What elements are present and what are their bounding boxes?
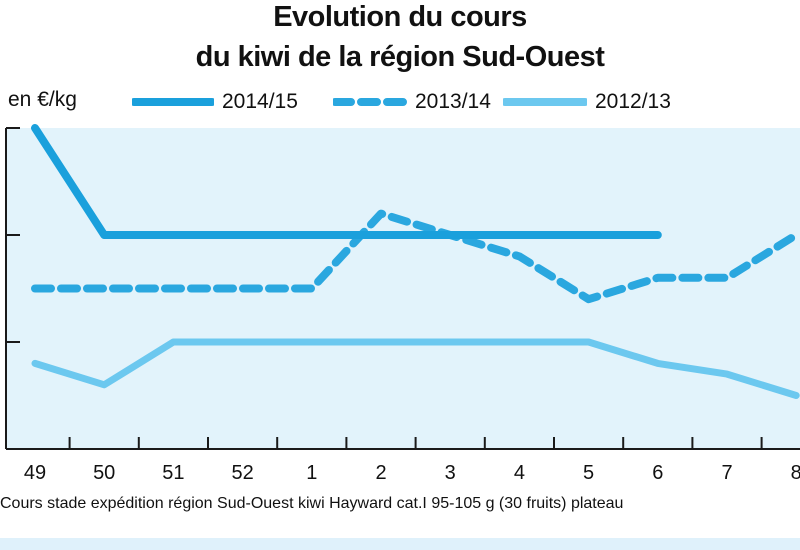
legend-swatch-2014-15	[132, 98, 214, 106]
x-tick-label: 6	[652, 462, 663, 484]
legend-label-2012-13: 2012/13	[595, 90, 671, 113]
legend-item-2012-13: 2012/13	[503, 88, 671, 116]
legend-label-2013-14: 2013/14	[415, 90, 491, 113]
x-tick-label: 3	[445, 462, 456, 484]
x-tick-label: 8	[791, 462, 800, 484]
x-tick-label: 49	[24, 462, 46, 484]
series-line-2012-13	[31, 338, 800, 399]
x-tick-label: 51	[162, 462, 184, 484]
series-line-2014-15	[31, 124, 662, 239]
series-line-2013-14	[31, 209, 800, 304]
footer-band	[0, 538, 800, 550]
x-tick-label: 52	[231, 462, 253, 484]
line-chart: 49 50 51 52 1 2 3 4 5 6 7 8	[5, 124, 800, 484]
chart-title-line-2: du kiwi de la région Sud-Ouest	[195, 41, 605, 73]
y-axis-unit-label: en €/kg	[8, 88, 77, 111]
x-tick-label: 1	[306, 462, 317, 484]
legend-label-2014-15: 2014/15	[222, 90, 298, 113]
legend-item-2014-15: 2014/15	[132, 88, 298, 116]
chart-caption: Cours stade expédition région Sud-Ouest …	[0, 495, 624, 512]
x-tick-label: 4	[514, 462, 525, 484]
legend-swatch-2013-14	[333, 98, 407, 106]
chart-title-line-1: Evolution du cours	[273, 1, 527, 33]
x-tick-label: 7	[721, 462, 732, 484]
x-tick-label: 50	[93, 462, 115, 484]
legend-swatch-2012-13	[503, 98, 587, 106]
legend-item-2013-14: 2013/14	[333, 88, 491, 116]
x-tick-label: 5	[583, 462, 594, 484]
x-tick-label: 2	[375, 462, 386, 484]
